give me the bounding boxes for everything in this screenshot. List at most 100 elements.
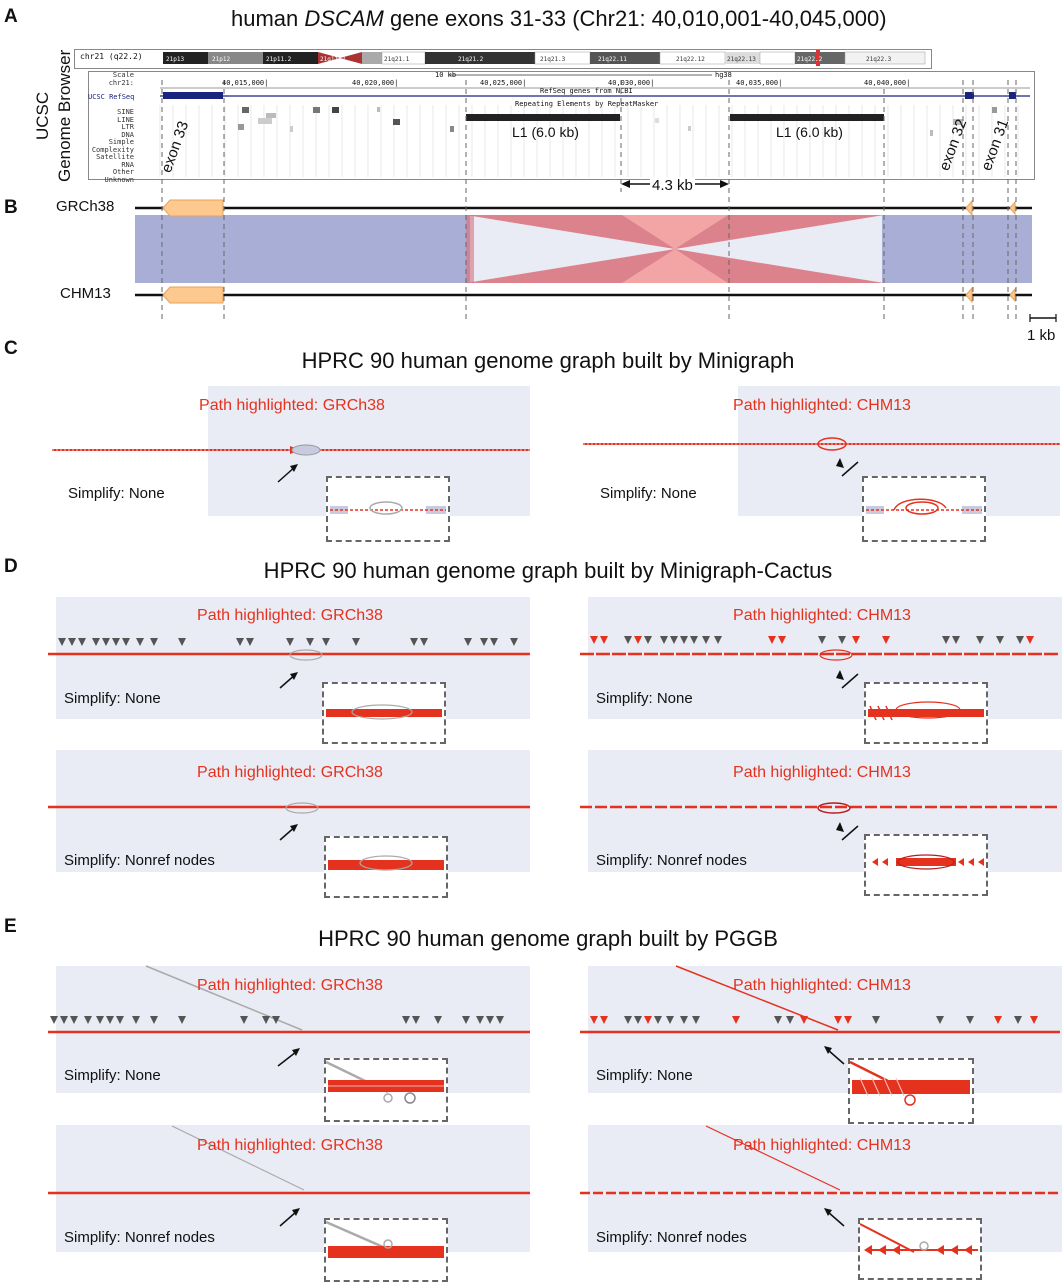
graph-bubble [285,802,319,814]
exon-32-chm13 [965,286,973,304]
l1-right-label: L1 (6.0 kb) [776,124,843,140]
simplify-label: Simplify: Nonref nodes [596,852,747,869]
assembly-chm13-label: CHM13 [60,285,111,302]
graph-bg [56,1125,530,1252]
chromosome-label: chr21 (q22.2) [80,52,143,61]
zoom-inset [848,1058,974,1124]
graph-bubble [817,802,851,814]
graph-bg [588,966,1062,1093]
graph-bg [588,1125,1062,1252]
ideogram-bands [163,50,926,66]
graph-diagonal-edge [705,1125,841,1191]
exon-33-chm13 [162,286,224,304]
simplify-label: Simplify: None [64,1067,161,1084]
simplify-label: Simplify: None [600,485,697,502]
repeat-class: RNA [121,160,134,169]
band-label: 21q22.13 [727,56,756,63]
section-e-title: HPRC 90 human genome graph built by PGGB [318,926,778,951]
band-label: 21q22.2 [797,56,823,63]
band-label: 21q21.2 [458,56,484,63]
kb-scale-label: 1 kb [1027,327,1056,344]
graph-bubble [817,437,847,451]
simplify-label: Simplify: None [68,485,165,502]
refseq-exon-31 [1009,92,1016,99]
band-label: 21p13 [166,56,184,63]
simplify-label: Simplify: Nonref nodes [596,1229,747,1246]
refseq-exon-32 [965,92,974,99]
repeat-class: Unknown [104,175,134,184]
coord-tick: 40,025,000| [480,79,527,87]
zoom-arrow [841,461,859,477]
graph-diagonal-edge [171,1125,305,1191]
l1-repeat-left [466,114,620,121]
band-label: 21q22.12 [676,56,705,63]
section-d-graphics [48,636,1060,841]
simplify-label: Simplify: Nonref nodes [64,1229,215,1246]
band-label: 21p11.2 [266,56,292,63]
scale-label: Scale [112,71,134,79]
l1-repeat-right [730,114,884,121]
refseq-exon-33 [163,92,223,99]
section-d-title: HPRC 90 human genome graph built by Mini… [263,558,833,583]
title-prefix: human [231,6,305,31]
band-label: 21q21.3 [540,56,566,63]
path-highlight-label: Path highlighted: CHM13 [733,397,911,414]
dashed-guides [161,80,1017,320]
path-highlight-label: Path highlighted: GRCh38 [199,397,385,414]
refseq-label: UCSC RefSeq [88,93,135,101]
path-highlight-label: Path highlighted: GRCh38 [197,977,383,994]
graph-bg [56,966,530,1093]
exon-32-grch38 [965,199,973,217]
graph-diagonal-edge [675,965,839,1031]
repeat-class-list: SINE LINE LTR DNA Simple Complexity Sate… [84,108,134,184]
zoom-inset [324,1218,448,1282]
coord-tick: 40,015,000| [222,79,269,87]
repeat-class: LTR [121,123,134,131]
path-highlight-label: Path highlighted: CHM13 [733,977,911,994]
graph-bubble [291,444,321,456]
refseq-track-label: RefSeq genes from NCBI [540,87,633,95]
scale-value: 10 kb [435,71,457,79]
coord-tick: 40,040,000| [864,79,911,87]
section-c-graphics [52,437,1060,483]
band-label: 21q22.11 [598,56,627,63]
graph-diagonal-edge [145,965,303,1031]
simplify-label: Simplify: Nonref nodes [64,852,215,869]
simplify-label: Simplify: None [64,690,161,707]
variant-markers [50,1016,504,1024]
zoom-arrow [841,673,859,689]
zoom-arrow [827,1211,845,1227]
band-label: 21q11.2 [320,56,346,63]
chr-coord-label: chr21: [108,79,134,87]
simplify-label: Simplify: None [596,1067,693,1084]
zoom-arrow [277,1051,297,1067]
repeat-class: LINE [117,115,134,124]
path-highlight-label: Path highlighted: CHM13 [733,1137,911,1154]
zoom-inset [326,476,450,542]
section-c-title: HPRC 90 human genome graph built by Mini… [301,348,795,373]
ideogram-band-labels: 21p13 21p12 21p11.2 21q11.2 21q21.1 21q21.2 21… [166,56,892,63]
repeat-elements [238,107,997,136]
simplify-label: Simplify: None [596,690,693,707]
title-gene: DSCAM [304,6,384,31]
zoom-arrow [841,825,859,841]
path-highlight-label: Path highlighted: CHM13 [733,764,911,781]
repeat-class: Complexity [91,145,134,154]
band-label: 21q21.1 [384,56,410,63]
assembly-label: hg38 [715,71,732,79]
repeat-class: DNA [121,130,134,139]
zoom-arrow [279,1211,297,1227]
coord-tick: 40,035,000| [736,79,783,87]
repeat-track-label: Repeating Elements by RepeatMasker [515,100,659,108]
path-highlight-label: Path highlighted: GRCh38 [197,607,383,624]
exon-31-chm13 [1009,287,1016,303]
variant-markers [590,636,1034,644]
zoom-inset [324,836,448,898]
path-highlight-label: Path highlighted: GRCh38 [197,1137,383,1154]
zoom-inset [858,1218,982,1280]
ucsc-browser-panel [88,71,1035,180]
graph-bg [56,750,530,872]
zoom-inset [864,834,988,896]
exon-33-grch38 [162,199,224,217]
